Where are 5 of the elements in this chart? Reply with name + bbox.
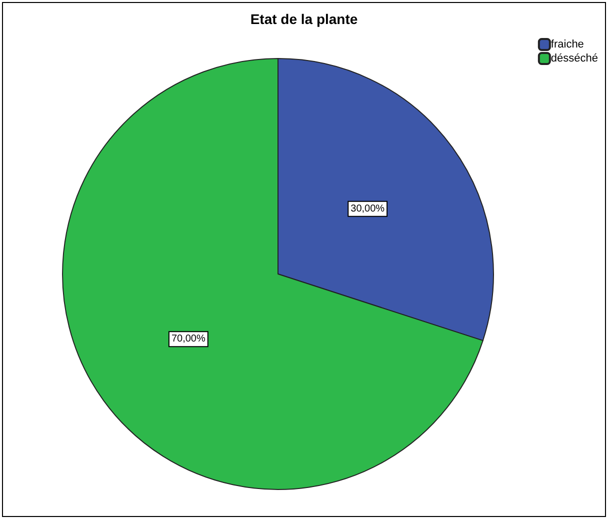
legend-label: désséché [550, 52, 598, 64]
legend-label: fraiche [550, 38, 584, 50]
chart-title: Etat de la plante [250, 11, 358, 27]
data-label: 30,00% [350, 203, 385, 214]
data-label: 70,00% [171, 334, 206, 345]
